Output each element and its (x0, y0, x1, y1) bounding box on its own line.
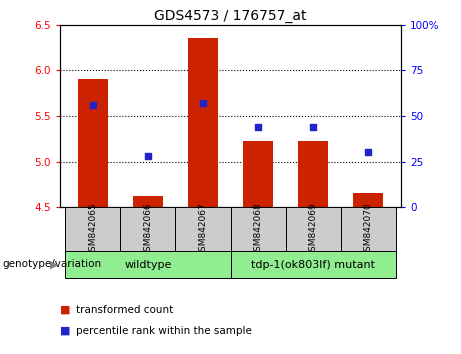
Bar (230, 251, 396, 278)
Bar (243, 142, 273, 207)
Point (89, 102, 97, 108)
Bar (65, 251, 230, 278)
Bar (65, 207, 120, 251)
Point (199, 100, 207, 106)
Text: GSM842069: GSM842069 (308, 202, 318, 257)
Bar (285, 207, 341, 251)
Bar (230, 207, 285, 251)
Bar (298, 142, 328, 207)
Text: transformed count: transformed count (76, 305, 173, 315)
Text: GSM842070: GSM842070 (364, 202, 372, 257)
Text: ■: ■ (60, 305, 71, 315)
Text: ■: ■ (60, 326, 71, 336)
Text: GSM842068: GSM842068 (254, 202, 262, 257)
Text: genotype/variation: genotype/variation (2, 259, 101, 269)
Text: GSM842066: GSM842066 (143, 202, 153, 257)
Point (144, 153, 152, 159)
Bar (188, 39, 218, 207)
Bar (353, 193, 383, 207)
Bar (341, 207, 396, 251)
Bar (120, 207, 176, 251)
Bar (78, 79, 108, 207)
Text: wildtype: wildtype (124, 259, 171, 270)
Bar (133, 196, 163, 207)
Text: tdp-1(ok803lf) mutant: tdp-1(ok803lf) mutant (251, 259, 375, 270)
Bar (176, 207, 230, 251)
Point (364, 150, 372, 155)
Text: GDS4573 / 176757_at: GDS4573 / 176757_at (154, 9, 307, 23)
Text: ▶: ▶ (50, 259, 58, 269)
Text: GSM842067: GSM842067 (199, 202, 207, 257)
Point (309, 124, 317, 130)
Text: GSM842065: GSM842065 (89, 202, 97, 257)
Point (254, 124, 262, 130)
Text: percentile rank within the sample: percentile rank within the sample (76, 326, 252, 336)
